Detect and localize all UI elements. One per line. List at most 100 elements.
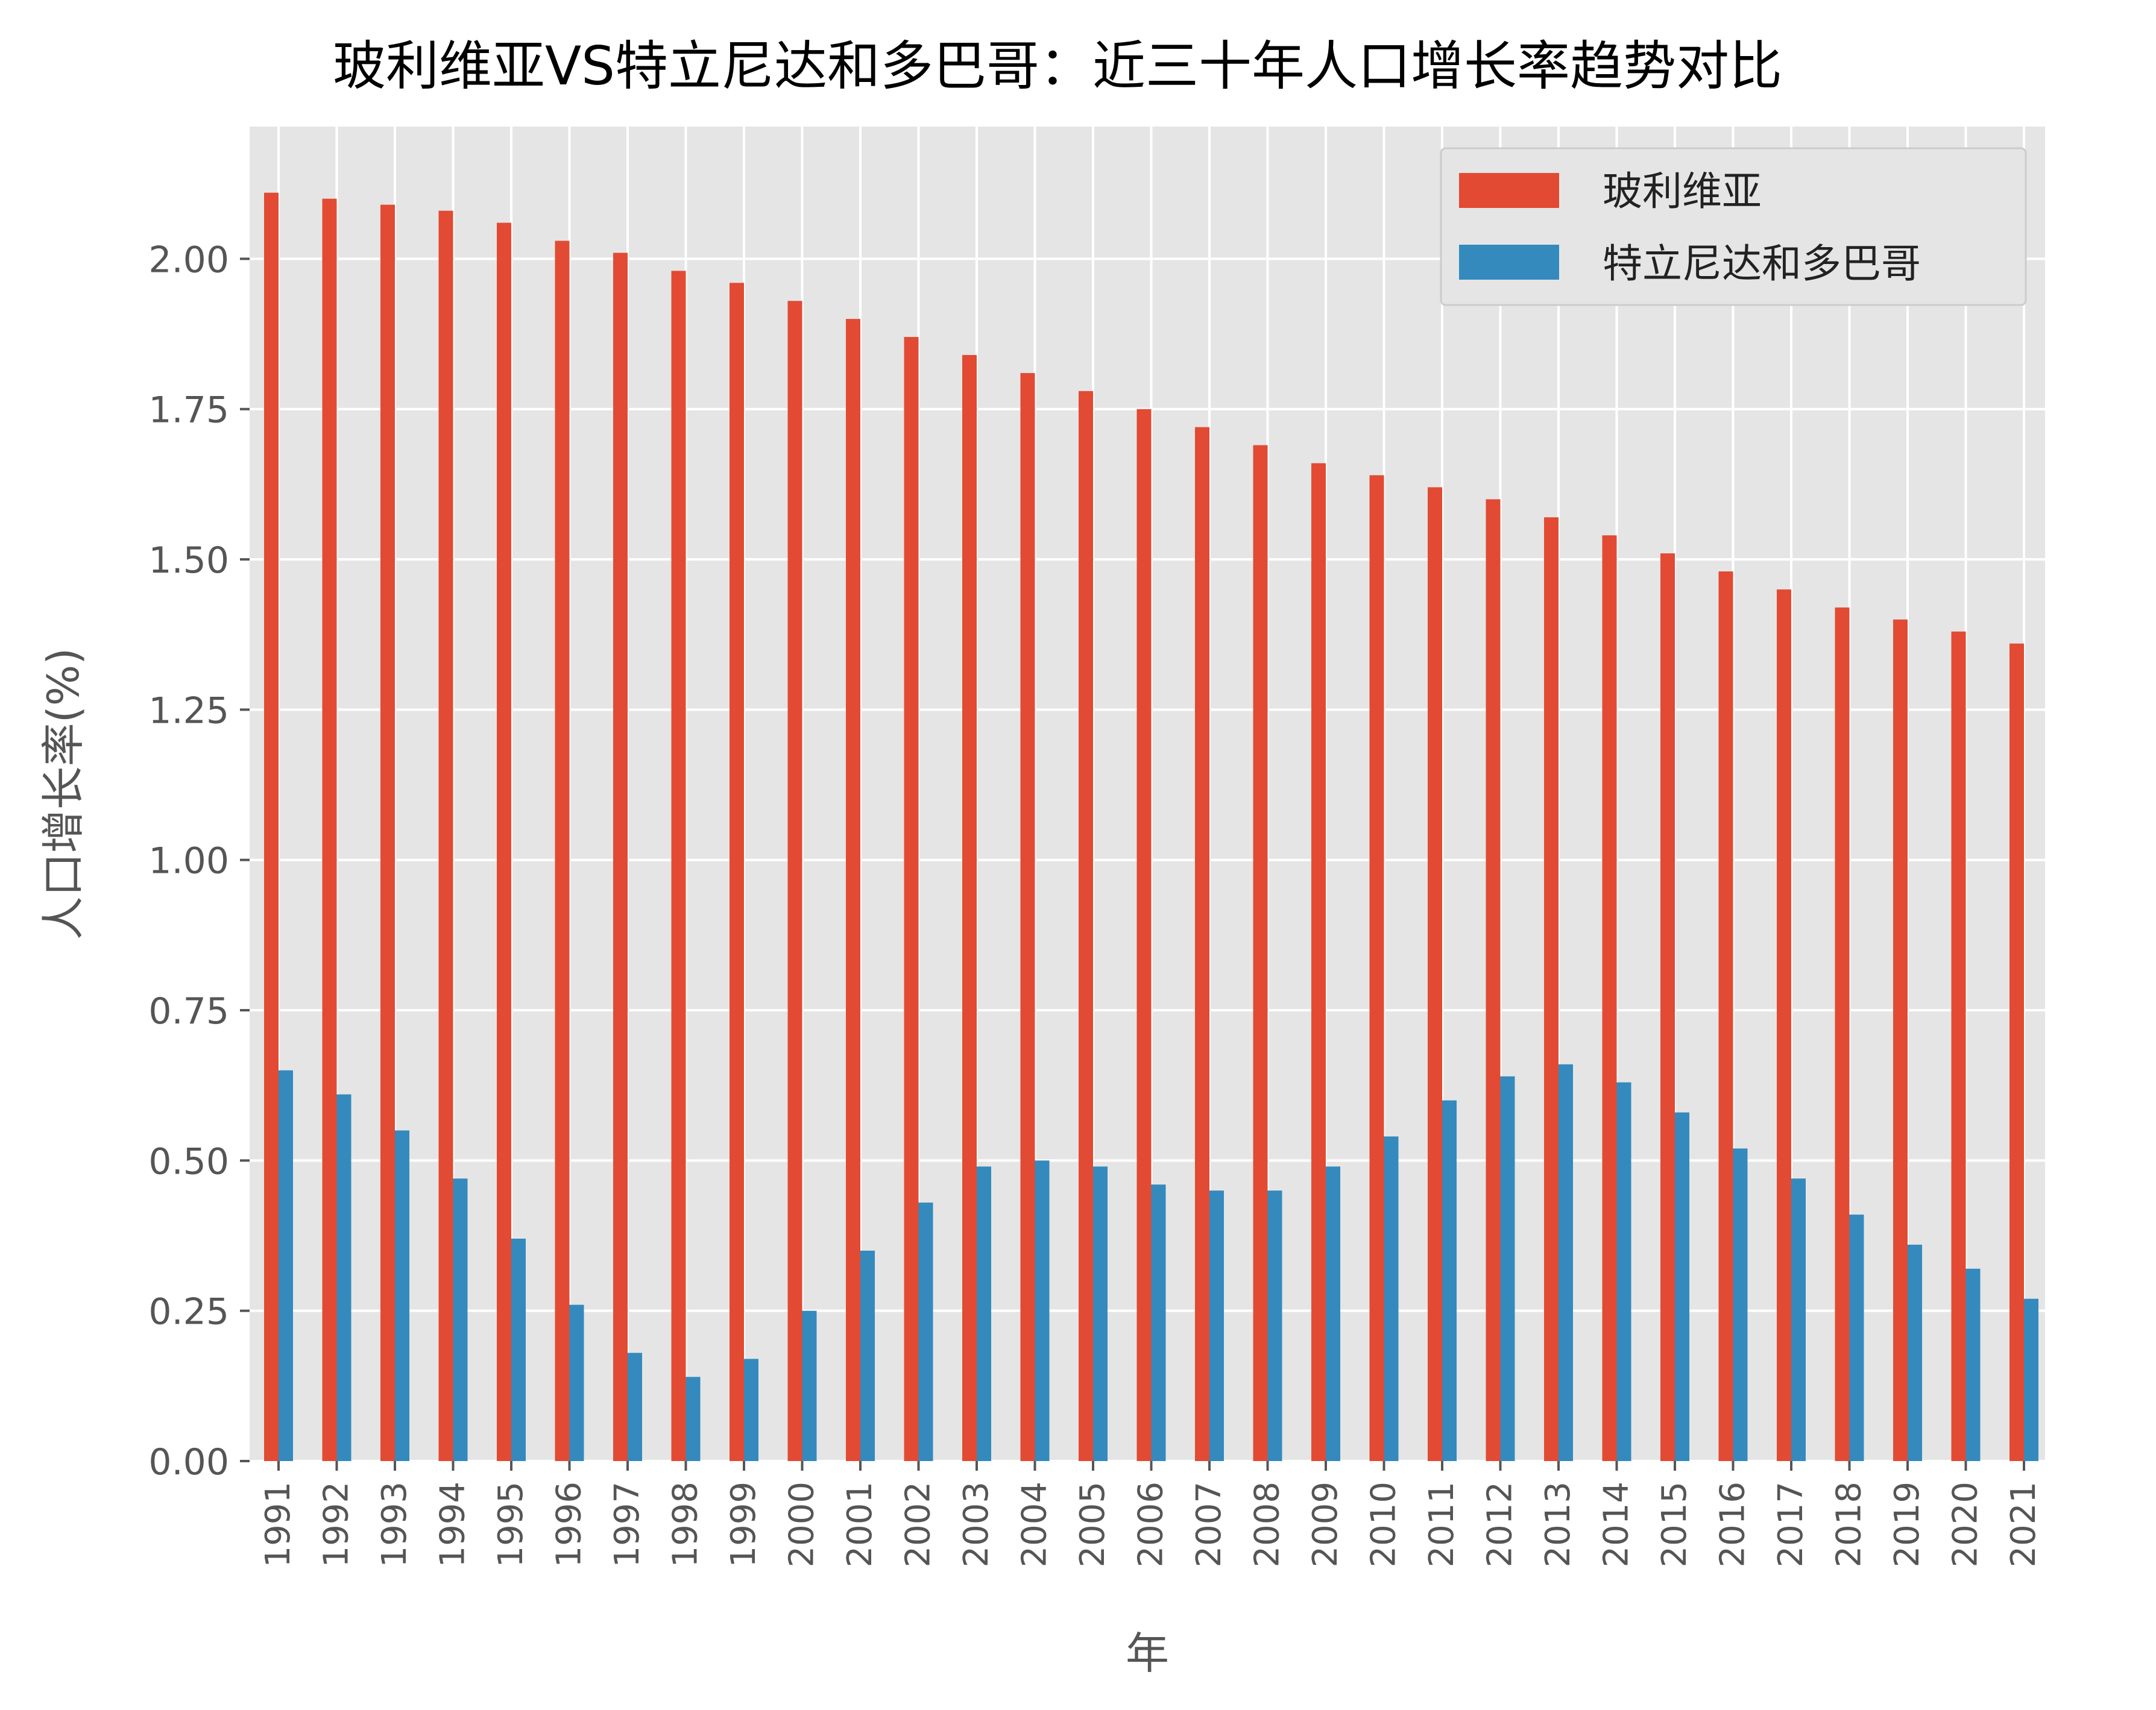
y-axis-label: 人口增长率(%) — [38, 648, 89, 940]
x-tick-label: 2003 — [957, 1482, 996, 1568]
x-tick-label: 2020 — [1946, 1482, 1985, 1568]
bar-trinidad-and-tobago-2016 — [1733, 1148, 1748, 1461]
x-tick-label: 1994 — [433, 1482, 473, 1568]
bars — [264, 192, 2038, 1462]
bar-trinidad-and-tobago-1994 — [453, 1178, 468, 1461]
bar-bolivia-1992 — [322, 198, 337, 1461]
x-tick-label: 2021 — [2004, 1482, 2043, 1568]
legend: 玻利维亚 特立尼达和多巴哥 — [1440, 147, 2027, 306]
bar-trinidad-and-tobago-1992 — [336, 1094, 351, 1461]
x-tick-label: 1998 — [666, 1482, 705, 1568]
bar-bolivia-1996 — [555, 240, 570, 1462]
x-tick-label: 2007 — [1190, 1482, 1229, 1568]
bar-bolivia-2013 — [1544, 517, 1559, 1462]
bar-trinidad-and-tobago-2017 — [1791, 1178, 1806, 1461]
bar-bolivia-1994 — [438, 210, 453, 1462]
bar-bolivia-1997 — [613, 253, 628, 1462]
y-tick-label: 0.75 — [148, 990, 229, 1033]
x-tick-label: 2016 — [1713, 1482, 1753, 1568]
bar-bolivia-2010 — [1369, 475, 1384, 1462]
bar-bolivia-2005 — [1079, 391, 1093, 1461]
x-tick-label: 2015 — [1655, 1482, 1694, 1568]
bar-bolivia-2018 — [1835, 607, 1850, 1461]
bar-trinidad-and-tobago-2008 — [1267, 1190, 1282, 1461]
x-tick-label: 2012 — [1481, 1482, 1520, 1568]
bar-bolivia-2011 — [1428, 487, 1442, 1461]
bar-trinidad-and-tobago-2002 — [918, 1202, 933, 1461]
x-tick-label: 2006 — [1132, 1482, 1171, 1568]
bar-trinidad-and-tobago-2018 — [1849, 1215, 1864, 1461]
bar-bolivia-1993 — [380, 204, 395, 1461]
bar-trinidad-and-tobago-2019 — [1908, 1244, 1922, 1461]
legend-label-trinidad-and-tobago: 特立尼达和多巴哥 — [1603, 240, 1921, 287]
x-tick-label: 2010 — [1364, 1482, 1404, 1568]
bar-bolivia-2009 — [1311, 463, 1326, 1461]
bar-trinidad-and-tobago-1998 — [686, 1377, 701, 1461]
legend-swatch-bolivia — [1459, 173, 1559, 208]
x-tick-label: 1996 — [550, 1482, 589, 1568]
x-tick-label: 2019 — [1888, 1482, 1927, 1568]
x-tick-label: 1991 — [259, 1482, 298, 1568]
bar-bolivia-2002 — [904, 337, 919, 1461]
bar-trinidad-and-tobago-2007 — [1209, 1190, 1224, 1461]
bar-trinidad-and-tobago-2009 — [1326, 1166, 1340, 1461]
bar-trinidad-and-tobago-1999 — [744, 1359, 758, 1461]
x-tick-label: 1997 — [608, 1482, 647, 1568]
x-tick-label: 2004 — [1015, 1482, 1054, 1568]
bar-bolivia-2006 — [1136, 409, 1152, 1461]
x-tick-label: 2009 — [1306, 1482, 1345, 1568]
x-tick-label: 2017 — [1771, 1482, 1811, 1568]
legend-label-bolivia: 玻利维亚 — [1603, 168, 1762, 215]
x-tick-label: 2001 — [840, 1482, 880, 1568]
bar-bolivia-2012 — [1486, 499, 1501, 1461]
bar-bolivia-2014 — [1602, 535, 1617, 1462]
y-tick-label: 0.25 — [148, 1291, 229, 1333]
x-tick-label: 2008 — [1248, 1482, 1287, 1568]
bar-trinidad-and-tobago-1993 — [395, 1130, 409, 1461]
bar-bolivia-2003 — [962, 354, 977, 1462]
chart-title: 玻利维亚VS特立尼达和多巴哥：近三十年人口增长率趋势对比 — [333, 35, 1782, 97]
x-tick-label: 1993 — [375, 1482, 414, 1568]
x-tick-label: 1992 — [317, 1482, 356, 1568]
axes: 0.00 0.25 0.50 0.75 1.00 1.25 1.50 1.75 2.00 1991… — [148, 239, 2043, 1567]
bar-trinidad-and-tobago-2006 — [1151, 1184, 1166, 1461]
bar-bolivia-1998 — [671, 271, 686, 1462]
bar-bolivia-1991 — [264, 192, 279, 1462]
bar-bolivia-2020 — [1951, 631, 1966, 1461]
bar-bolivia-2016 — [1718, 571, 1733, 1461]
x-tick-label: 1999 — [724, 1482, 763, 1568]
bar-trinidad-and-tobago-2004 — [1035, 1160, 1050, 1461]
x-tick-label: 1995 — [491, 1482, 531, 1568]
legend-box — [1440, 147, 2027, 306]
bar-trinidad-and-tobago-1991 — [279, 1070, 293, 1461]
bar-bolivia-2021 — [2009, 643, 2024, 1461]
bar-bolivia-1995 — [497, 222, 511, 1461]
bar-bolivia-2008 — [1253, 445, 1268, 1461]
bar-trinidad-and-tobago-2021 — [2024, 1298, 2038, 1461]
bar-trinidad-and-tobago-2003 — [977, 1166, 991, 1461]
y-tick-label: 1.50 — [148, 539, 229, 582]
y-tick-label: 1.00 — [148, 840, 229, 882]
bar-bolivia-2000 — [787, 301, 802, 1462]
x-tick-label: 2002 — [899, 1482, 938, 1568]
bar-trinidad-and-tobago-2012 — [1500, 1076, 1515, 1461]
bar-trinidad-and-tobago-2001 — [860, 1250, 875, 1461]
x-axis-label: 年 — [1126, 1628, 1169, 1679]
x-tick-label: 2011 — [1422, 1482, 1461, 1568]
bar-bolivia-2015 — [1660, 553, 1675, 1461]
y-tick-label: 2.00 — [148, 239, 229, 281]
bar-trinidad-and-tobago-2010 — [1384, 1136, 1399, 1461]
y-tick-label: 0.50 — [148, 1140, 229, 1183]
bar-trinidad-and-tobago-2014 — [1616, 1082, 1631, 1461]
legend-swatch-trinidad-and-tobago — [1459, 245, 1559, 280]
y-tick-label: 0.00 — [148, 1441, 229, 1483]
bar-trinidad-and-tobago-1997 — [628, 1353, 642, 1461]
x-tick-label: 2013 — [1539, 1482, 1578, 1568]
bar-trinidad-and-tobago-2011 — [1442, 1100, 1457, 1461]
bar-trinidad-and-tobago-2005 — [1093, 1166, 1108, 1461]
x-tick-label: 2005 — [1073, 1482, 1112, 1568]
bar-trinidad-and-tobago-2015 — [1675, 1112, 1689, 1461]
bar-trinidad-and-tobago-2000 — [802, 1310, 817, 1461]
